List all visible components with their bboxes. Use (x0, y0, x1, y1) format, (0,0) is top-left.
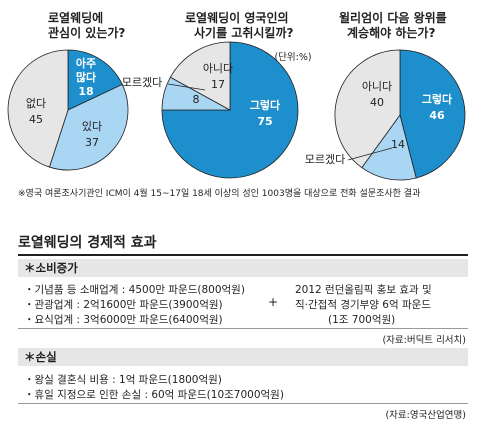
pie3-slice2-label: 모르겠다 (305, 153, 345, 166)
pie3-slice-2 (361, 114, 417, 181)
consumption-rule (18, 328, 468, 329)
pie2 (161, 41, 299, 179)
pie3-title-line2: 계승해야 하는가? (347, 25, 435, 40)
consumption-item-tourism: ・관광업계 : 2억1600만 파운드(3900억원) (24, 299, 223, 311)
pie1-slice2-value: 37 (85, 136, 99, 149)
pie2-slice1-label: 그렇다 (250, 98, 281, 112)
pie1-slice-1 (67, 49, 123, 111)
pie1-slice2-label: 있다 (82, 120, 102, 133)
pie3-slice2-value: 14 (391, 138, 405, 151)
consumption-source: (자료:버딕트 리서치) (382, 335, 466, 346)
consumption-item-food: ・요식업계 : 3억6000만 파운드(6400억원) (24, 314, 223, 326)
pie1-slice1-label-line1: 아주 (76, 56, 96, 70)
pie3-slice2-leader (347, 147, 393, 161)
pie3-title-line1: 윌리엄이 다음 왕위를 (339, 10, 447, 25)
consumption-header: ＊소비증가 (18, 259, 468, 277)
loss-item-wedding-cost: ・왕실 결혼식 비용 : 1억 파운드(1800억원) (24, 374, 222, 386)
pie2-slice2-value: 8 (193, 93, 200, 106)
pie2-title-line1: 로열웨딩이 영국인의 (185, 10, 289, 25)
pie1-title-line1: 로열웨딩에 (48, 10, 103, 25)
pie2-slice2-label: 모르겠다 (122, 76, 162, 89)
unit-note: (단위:%) (274, 51, 311, 63)
pie3-slice-3 (334, 49, 401, 169)
pie3-slice1-value: 46 (429, 109, 445, 122)
pie3-slice1-label: 그렇다 (422, 92, 453, 106)
pie2-slice3-value: 17 (211, 78, 225, 91)
olympic-line-3: (1조 700억원) (328, 314, 396, 326)
survey-footnote: ※영국 여론조사기관인 ICM이 4월 15~17일 18세 이상의 성인 10… (18, 189, 421, 199)
pie2-title-line2: 사기를 고취시킬까? (194, 25, 293, 40)
pie1-title-line2: 관심이 있는가? (48, 25, 125, 40)
pie2-slice2-leader (167, 83, 206, 91)
pie3-slice3-label: 아니다 (362, 80, 392, 93)
pie3-slice3-value: 40 (370, 96, 384, 109)
pie2-slice3-label: 아니다 (203, 62, 233, 75)
pie1-slice3-label: 없다 (26, 97, 46, 110)
pie2-slice-3 (169, 41, 231, 111)
olympic-line-1: 2012 런던올림픽 홍보 효과 및 (295, 284, 432, 296)
consumption-item-retail: ・기념품 등 소매업계 : 4500만 파운드(800억원) (24, 284, 245, 296)
plus-sign: + (268, 295, 279, 309)
pie1-slice-2 (48, 83, 129, 171)
pie1-slice3-value: 45 (29, 113, 43, 126)
pie1-slice-3 (7, 49, 69, 168)
pie-charts: 로열웨딩에 관심이 있는가? 아주 많다 18 있다 37 없다 45 로열웨딩… (7, 10, 466, 181)
olympic-line-2: 직·간접적 경기부양 6억 파운드 (295, 299, 431, 311)
loss-item-holiday: ・휴일 지정으로 인한 손실 : 60억 파운드(10조7000억원) (24, 389, 284, 401)
loss-rule (18, 403, 468, 404)
table-title: 로열웨딩의 경제적 효과 (18, 235, 157, 251)
table-top-rule (18, 254, 468, 256)
loss-source: (자료:영국산업연맹) (385, 410, 466, 421)
pie2-slice-1 (161, 41, 299, 179)
pie3-slice-1 (399, 49, 466, 179)
loss-header: ＊손실 (18, 348, 468, 366)
pie1-slice1-value: 18 (78, 85, 93, 98)
pie1-slice1-label-line2: 많다 (76, 70, 97, 84)
pie1 (7, 49, 129, 171)
pie3 (334, 49, 466, 181)
pie2-slice1-value: 75 (257, 115, 272, 128)
